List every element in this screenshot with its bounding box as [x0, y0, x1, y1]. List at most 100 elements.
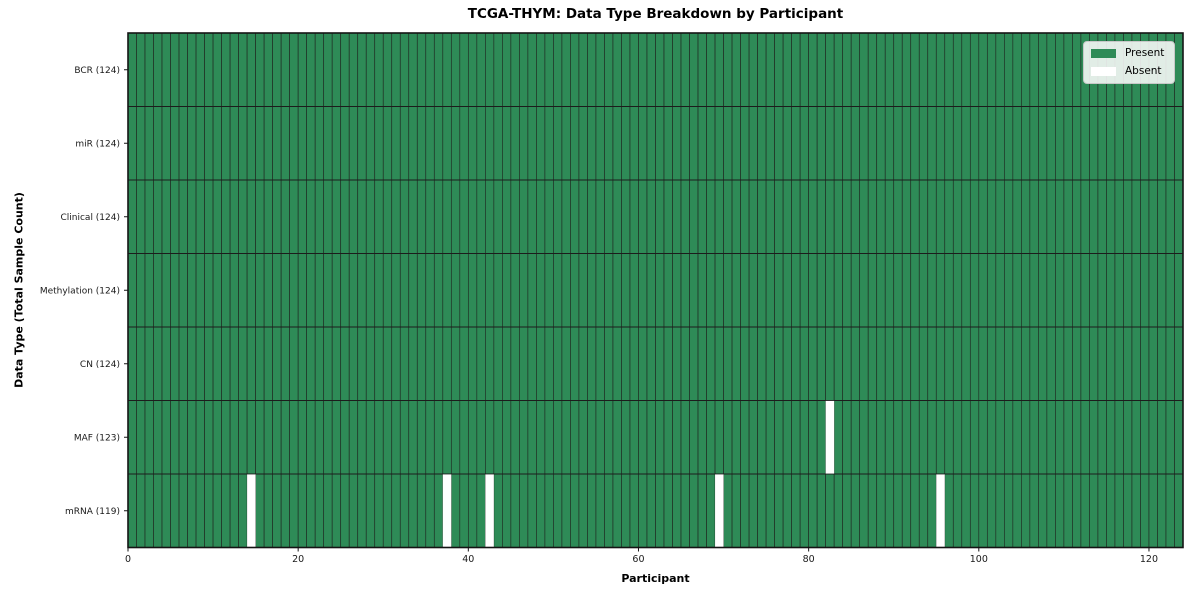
heatmap-cell-present	[1165, 253, 1175, 328]
heatmap-cell-present	[314, 32, 325, 107]
heatmap-cell-present	[850, 106, 861, 181]
heatmap-cell-present	[765, 400, 775, 475]
heatmap-cell-present	[399, 179, 410, 254]
heatmap-cell-present	[195, 253, 205, 328]
heatmap-cell-present	[799, 106, 809, 181]
heatmap-cell-present	[1072, 326, 1082, 401]
heatmap-cell-present	[697, 106, 707, 181]
heatmap-cell-present	[238, 32, 248, 107]
heatmap-cell-present	[442, 400, 452, 475]
heatmap-cell-present	[655, 326, 665, 401]
heatmap-cell-present	[399, 473, 410, 548]
heatmap-cell-present	[297, 326, 307, 401]
heatmap-cell-present	[638, 253, 648, 328]
heatmap-cell-present	[876, 106, 886, 181]
heatmap-cell-present	[161, 473, 171, 548]
heatmap-cell-present	[765, 473, 775, 548]
heatmap-cell-present	[901, 400, 912, 475]
heatmap-cell-present	[399, 253, 410, 328]
heatmap-cell-present	[740, 253, 750, 328]
heatmap-cell-present	[1038, 253, 1048, 328]
heatmap-cell-present	[221, 106, 231, 181]
heatmap-cell-present	[1029, 179, 1039, 254]
heatmap-cell-present	[867, 326, 878, 401]
heatmap-cell-present	[825, 179, 835, 254]
heatmap-cell-present	[1012, 326, 1022, 401]
heatmap-cell-present	[655, 400, 665, 475]
heatmap-cell-present	[170, 253, 180, 328]
heatmap-cell-present	[1072, 179, 1082, 254]
heatmap-cell-present	[144, 179, 154, 254]
heatmap-cell-present	[697, 400, 707, 475]
heatmap-cell-present	[910, 473, 920, 548]
heatmap-cell-present	[553, 253, 563, 328]
heatmap-cell-present	[485, 179, 495, 254]
heatmap-cell-present	[1089, 473, 1099, 548]
heatmap-cell-present	[680, 473, 690, 548]
row-label: CN (124)	[80, 360, 120, 370]
heatmap-cell-present	[876, 473, 886, 548]
heatmap-cell-present	[1029, 473, 1039, 548]
heatmap-cell-present	[502, 473, 512, 548]
heatmap-cell-present	[416, 253, 427, 328]
heatmap-cell-present	[850, 179, 861, 254]
heatmap-cell-present	[765, 106, 775, 181]
heatmap-cell-present	[519, 106, 529, 181]
heatmap-cell-present	[510, 32, 520, 107]
x-tick-label: 100	[970, 554, 988, 565]
heatmap-cell-present	[212, 253, 222, 328]
heatmap-cell-present	[1055, 253, 1065, 328]
heatmap-cell-present	[740, 473, 750, 548]
heatmap-cell-present	[476, 106, 486, 181]
heatmap-cell-present	[876, 400, 886, 475]
heatmap-cell-present	[969, 106, 980, 181]
heatmap-cell-present	[416, 179, 427, 254]
heatmap-cell-present	[348, 473, 359, 548]
heatmap-cell-present	[799, 473, 809, 548]
heatmap-cell-present	[144, 253, 154, 328]
heatmap-cell-present	[553, 179, 563, 254]
heatmap-cell-present	[1038, 400, 1048, 475]
heatmap-cell-present	[408, 473, 418, 548]
heatmap-cell-present	[782, 473, 792, 548]
heatmap-cell-present	[570, 400, 580, 475]
heatmap-cell-present	[153, 326, 163, 401]
heatmap-cell-present	[272, 106, 282, 181]
heatmap-cell-present	[442, 32, 452, 107]
heatmap-cell-absent	[247, 474, 256, 548]
heatmap-cell-present	[969, 253, 980, 328]
heatmap-cell-present	[229, 326, 239, 401]
heatmap-cell-present	[740, 106, 750, 181]
heatmap-cell-present	[893, 473, 903, 548]
heatmap-cell-present	[646, 106, 656, 181]
heatmap-cell-present	[663, 400, 673, 475]
heatmap-cell-present	[638, 179, 648, 254]
heatmap-cell-present	[723, 106, 733, 181]
heatmap-cell-present	[161, 400, 171, 475]
heatmap-cell-present	[774, 32, 784, 107]
heatmap-cell-present	[1131, 400, 1141, 475]
heatmap-cell-present	[978, 106, 988, 181]
heatmap-cell-present	[399, 326, 410, 401]
heatmap-cell-present	[1106, 473, 1116, 548]
heatmap-cell-present	[263, 179, 273, 254]
heatmap-cell-present	[467, 400, 478, 475]
heatmap-cell-present	[842, 326, 852, 401]
heatmap-cell-present	[1004, 179, 1014, 254]
heatmap-cell-present	[246, 106, 256, 181]
heatmap-cell-present	[833, 253, 844, 328]
heatmap-cell-present	[170, 400, 180, 475]
heatmap-cell-present	[706, 400, 716, 475]
heatmap-cell-present	[1123, 326, 1133, 401]
heatmap-cell-present	[272, 32, 282, 107]
heatmap-cell-present	[272, 473, 282, 548]
heatmap-cell-present	[995, 400, 1005, 475]
heatmap-cell-present	[1080, 179, 1090, 254]
heatmap-cell-present	[289, 473, 299, 548]
heatmap-cell-present	[127, 400, 137, 475]
heatmap-cell-present	[986, 326, 997, 401]
heatmap-cell-present	[723, 473, 733, 548]
heatmap-cell-present	[740, 326, 750, 401]
heatmap-cell-present	[723, 179, 733, 254]
heatmap-cell-present	[408, 106, 418, 181]
